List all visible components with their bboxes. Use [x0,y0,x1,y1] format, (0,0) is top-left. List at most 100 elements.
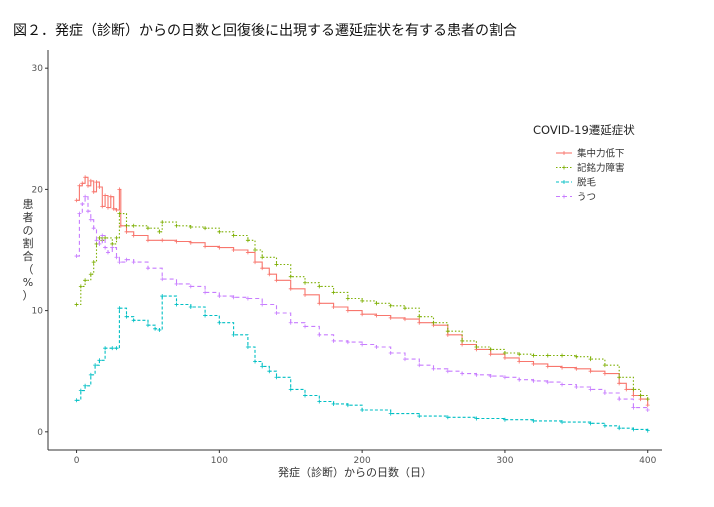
series-point [388,411,393,416]
series-point [531,361,536,366]
series-point [560,353,565,358]
series-point [88,178,93,183]
series-point [267,369,272,374]
series-point [78,388,83,393]
series-point [124,314,129,319]
x-tick-label: 400 [639,456,656,466]
series-point [114,208,119,212]
legend-label-3: 脱毛 [577,177,597,189]
series-point [445,329,450,334]
series-point [100,204,105,209]
series-point [445,415,450,420]
series-point [474,344,479,349]
series-point [203,244,208,249]
legend-key-point [562,194,566,199]
series-point [245,238,250,243]
series-point [445,369,450,374]
series-point [560,382,565,387]
series-point [94,238,99,243]
series-point [274,262,279,267]
series-point [474,372,479,377]
series-point [617,397,622,402]
series-point [502,417,507,422]
y-tick-label: 0 [37,428,43,438]
series-point [117,187,122,192]
series-point [145,238,150,243]
series-point [110,241,115,246]
series-line-1 [76,176,649,406]
series-point [303,393,308,398]
series-point [360,298,365,303]
series-point [502,351,507,356]
series-point [111,206,116,211]
series-point [253,248,258,252]
series-point [317,399,322,404]
series-point [560,420,565,425]
series-point [124,257,129,262]
series-point [645,428,650,433]
series-point [103,346,108,351]
series-point [517,377,522,382]
series-point [117,260,122,265]
series-point [77,211,82,216]
series-point [217,245,222,250]
series-point [103,193,108,198]
series-point [431,320,436,325]
series-point [417,314,422,319]
series-point [160,220,165,225]
series-point [157,328,162,332]
series-point [303,292,308,297]
legend-key-point [562,165,566,170]
series-point [574,384,579,389]
series-point [288,320,293,325]
y-tick-label: 10 [32,307,44,317]
y-axis-title: 患者の割合（%） [23,198,34,302]
series-point [74,198,79,203]
series-point [74,302,79,307]
series-point [160,277,165,282]
series-point [474,416,479,421]
series-point [245,344,250,349]
chart-title: 図２．発症（診断）からの日数と回復後に出現する遷延症状を有する患者の割合 [13,22,517,39]
x-tick-label: 200 [354,456,371,466]
series-point [124,223,129,228]
series-point [460,342,465,347]
series-point [74,254,79,259]
plot-axes: 0 100 200 300 400 0 10 20 30 [32,50,662,466]
series-point [331,290,336,295]
x-tick-label: 100 [211,456,228,466]
series-point [588,421,593,426]
series-point [174,281,179,286]
series-point [83,194,88,199]
series-point [157,229,162,234]
series-point [217,229,222,234]
series-point [638,393,643,398]
series-point [188,284,193,289]
y-axis-title-text: 患者の割合（%） [23,198,34,302]
series-point [360,408,365,412]
plot-series [74,175,650,433]
series-point [360,342,365,347]
series-point [502,355,507,360]
series-point [117,211,122,216]
series-point [83,278,88,283]
series-point [77,183,82,188]
series-point [80,201,85,206]
series-point [303,324,308,329]
series-point [288,387,293,392]
series-point [260,266,265,271]
series-point [97,241,102,246]
series-point [114,346,119,351]
series-point [83,383,88,388]
series-point [317,332,322,337]
series-point [531,353,536,358]
series-point [260,255,265,260]
series-point [91,189,96,194]
series-point [203,313,208,318]
series-point [78,284,83,289]
series-point [588,357,593,362]
series-point [203,290,208,295]
series-point [231,332,236,337]
series-point [74,398,79,403]
